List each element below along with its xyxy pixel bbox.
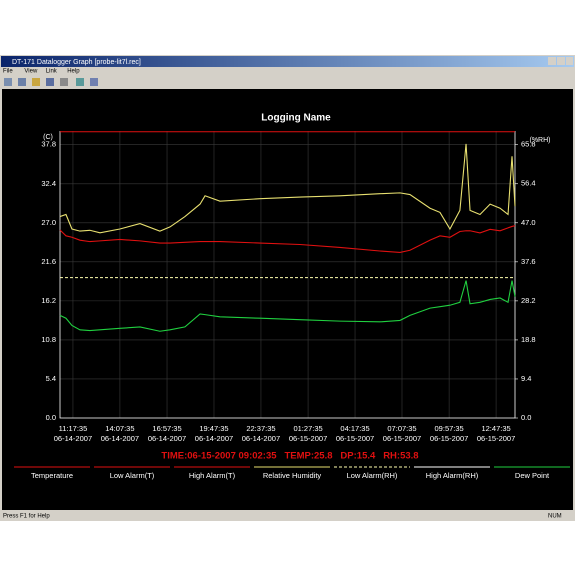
legend-label: Low Alarm(T): [110, 471, 155, 480]
x-tick-label: 22:37:35: [246, 424, 275, 433]
menu-item[interactable]: Link: [46, 69, 58, 75]
x-tick-date: 06-14-2007: [195, 434, 233, 443]
series-line: [59, 143, 516, 234]
minimize-button[interactable]: [548, 57, 556, 65]
y2-axis-label: (%RH): [530, 137, 551, 144]
close-button[interactable]: [566, 57, 573, 65]
y-tick-label: 16.2: [41, 296, 56, 305]
chart-title: Logging Name: [261, 113, 331, 124]
y-axis-label: (C): [43, 134, 53, 141]
x-tick-date: 06-15-2007: [289, 434, 327, 443]
menu-item[interactable]: Help: [67, 69, 80, 75]
x-tick-label: 01:27:35: [293, 424, 322, 433]
legend-label: High Alarm(RH): [426, 471, 479, 480]
x-tick-date: 06-14-2007: [101, 434, 139, 443]
tool-icon[interactable]: [4, 78, 12, 86]
x-tick-label: 07:07:35: [387, 424, 416, 433]
legend-label: Temperature: [31, 471, 73, 480]
toolbar: [4, 78, 98, 86]
series-line: [59, 280, 516, 332]
y2-tick-label: 9.4: [521, 374, 531, 383]
status-num: NUM: [548, 514, 562, 520]
x-tick-date: 06-15-2007: [336, 434, 374, 443]
y2-tick-label: 18.8: [521, 335, 536, 344]
y-tick-label: 37.8: [41, 140, 56, 149]
status-bar: [1, 511, 574, 521]
x-tick-date: 06-15-2007: [477, 434, 515, 443]
tool-icon[interactable]: [60, 78, 68, 86]
axes: [59, 131, 516, 419]
y-tick-label: 21.6: [41, 257, 56, 266]
x-tick-date: 06-14-2007: [242, 434, 280, 443]
legend-label: Dew Point: [515, 471, 550, 480]
y2-tick-label: 47.0: [521, 218, 536, 227]
x-tick-date: 06-14-2007: [54, 434, 92, 443]
tool-icon[interactable]: [90, 78, 98, 86]
y2-tick-label: 65.8: [521, 140, 536, 149]
readout: TIME:06-15-2007 09:02:35 TEMP:25.8 DP:15…: [161, 451, 418, 462]
menu-item[interactable]: File: [3, 69, 13, 75]
x-tick-label: 19:47:35: [199, 424, 228, 433]
status-text: Press F1 for Help: [3, 514, 50, 520]
tool-icon[interactable]: [46, 78, 54, 86]
x-tick-label: 14:07:35: [105, 424, 134, 433]
tool-icon[interactable]: [18, 78, 26, 86]
x-tick-label: 11:17:35: [59, 424, 88, 433]
y2-tick-label: 0.0: [521, 413, 531, 422]
legend-label: Relative Humidity: [263, 471, 322, 480]
x-tick-date: 06-15-2007: [383, 434, 421, 443]
menu-item[interactable]: View: [24, 69, 38, 75]
y-tick-label: 5.4: [46, 374, 56, 383]
title-bar: [1, 56, 574, 67]
y2-tick-label: 56.4: [521, 179, 536, 188]
x-tick-label: 12:47:35: [481, 424, 510, 433]
x-tick-date: 06-14-2007: [148, 434, 186, 443]
window-title: DT-171 Datalogger Graph [probe-lit7l.rec…: [12, 59, 141, 66]
menu-bar: File View Link Help: [3, 69, 80, 75]
series-line: [59, 225, 516, 254]
x-tick-label: 16:57:35: [152, 424, 181, 433]
x-tick-label: 09:57:35: [435, 424, 464, 433]
graph-area: [2, 89, 573, 510]
y-tick-label: 0.0: [46, 413, 56, 422]
y-tick-label: 10.8: [41, 335, 56, 344]
y-tick-label: 32.4: [41, 179, 56, 188]
tool-icon[interactable]: [32, 78, 40, 86]
x-tick-label: 04:17:35: [340, 424, 369, 433]
legend-label: Low Alarm(RH): [347, 471, 398, 480]
y2-tick-label: 28.2: [521, 296, 536, 305]
y2-tick-label: 37.6: [521, 257, 536, 266]
x-tick-date: 06-15-2007: [430, 434, 468, 443]
tool-icon[interactable]: [76, 78, 84, 86]
y-tick-label: 27.0: [41, 218, 56, 227]
legend-label: High Alarm(T): [189, 471, 236, 480]
maximize-button[interactable]: [557, 57, 565, 65]
